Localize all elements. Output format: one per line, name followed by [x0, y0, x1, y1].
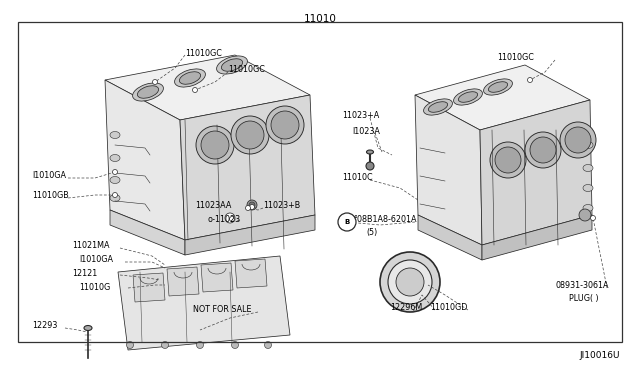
Ellipse shape [138, 86, 159, 98]
Polygon shape [105, 55, 310, 120]
Circle shape [366, 162, 374, 170]
Circle shape [127, 341, 134, 349]
Polygon shape [482, 215, 592, 260]
Text: (5): (5) [366, 228, 377, 237]
Circle shape [225, 213, 235, 223]
Ellipse shape [424, 99, 452, 115]
Polygon shape [201, 263, 233, 292]
Ellipse shape [110, 131, 120, 138]
Polygon shape [235, 259, 267, 288]
Text: 12293: 12293 [32, 321, 58, 330]
Circle shape [247, 200, 257, 210]
Polygon shape [180, 95, 315, 240]
Circle shape [230, 217, 234, 221]
Ellipse shape [271, 111, 299, 139]
Text: 11010GC: 11010GC [228, 65, 265, 74]
Text: I1010GA: I1010GA [79, 256, 113, 264]
Text: 11010GB: 11010GB [32, 190, 68, 199]
Ellipse shape [458, 92, 477, 102]
Bar [18, 22, 622, 342]
Circle shape [249, 202, 255, 208]
Text: 11010GC: 11010GC [497, 54, 534, 62]
Ellipse shape [110, 154, 120, 161]
Polygon shape [118, 256, 290, 350]
Text: 11010: 11010 [303, 14, 337, 24]
Ellipse shape [583, 205, 593, 212]
Text: °08B1A8-6201A: °08B1A8-6201A [353, 215, 417, 224]
Circle shape [246, 205, 250, 211]
Ellipse shape [583, 164, 593, 171]
Text: NOT FOR SALE: NOT FOR SALE [193, 305, 252, 314]
Circle shape [380, 252, 440, 312]
Circle shape [388, 260, 432, 304]
Text: 12296M: 12296M [390, 304, 422, 312]
Text: PLUG( ): PLUG( ) [569, 294, 598, 302]
Ellipse shape [110, 176, 120, 183]
Circle shape [161, 341, 168, 349]
Circle shape [113, 192, 118, 198]
Ellipse shape [490, 142, 526, 178]
Ellipse shape [175, 69, 205, 87]
Ellipse shape [367, 150, 374, 154]
Ellipse shape [221, 59, 243, 71]
Text: B: B [344, 219, 349, 225]
Ellipse shape [179, 72, 200, 84]
Ellipse shape [196, 126, 234, 164]
Text: I1010GA: I1010GA [32, 171, 66, 180]
Text: 12121: 12121 [72, 269, 97, 279]
Text: 11010G: 11010G [79, 283, 110, 292]
Circle shape [232, 341, 239, 349]
Text: 11010C: 11010C [342, 173, 372, 183]
Circle shape [338, 213, 356, 231]
Circle shape [250, 205, 255, 209]
Ellipse shape [583, 141, 593, 148]
Ellipse shape [530, 137, 556, 163]
Text: 11021MA: 11021MA [72, 241, 109, 250]
Circle shape [264, 341, 271, 349]
Ellipse shape [428, 102, 447, 112]
Polygon shape [415, 95, 482, 245]
Polygon shape [105, 80, 185, 240]
Ellipse shape [236, 121, 264, 149]
Text: 11023+B: 11023+B [263, 202, 300, 211]
Ellipse shape [216, 56, 248, 74]
Text: 11023+A: 11023+A [342, 112, 380, 121]
Text: 11010GD: 11010GD [430, 304, 467, 312]
Ellipse shape [495, 147, 521, 173]
Ellipse shape [84, 326, 92, 330]
Polygon shape [185, 215, 315, 255]
Circle shape [527, 77, 532, 83]
Text: 11010GC: 11010GC [185, 48, 222, 58]
Circle shape [193, 87, 198, 93]
Circle shape [396, 268, 424, 296]
Ellipse shape [231, 116, 269, 154]
Polygon shape [480, 100, 592, 245]
Ellipse shape [565, 127, 591, 153]
Polygon shape [167, 267, 199, 296]
Ellipse shape [560, 122, 596, 158]
Text: 11023AA: 11023AA [195, 202, 232, 211]
Ellipse shape [201, 131, 229, 159]
Circle shape [579, 209, 591, 221]
Text: o-11023: o-11023 [207, 215, 240, 224]
Ellipse shape [266, 106, 304, 144]
Ellipse shape [583, 185, 593, 192]
Text: 08931-3061A: 08931-3061A [556, 282, 609, 291]
Ellipse shape [110, 195, 120, 202]
Circle shape [196, 341, 204, 349]
Ellipse shape [454, 89, 483, 105]
Ellipse shape [525, 132, 561, 168]
Polygon shape [418, 215, 482, 260]
Ellipse shape [132, 83, 163, 101]
Circle shape [591, 215, 595, 221]
Polygon shape [110, 210, 185, 255]
Ellipse shape [484, 79, 513, 95]
Ellipse shape [488, 82, 508, 92]
Polygon shape [133, 273, 165, 302]
Circle shape [152, 80, 157, 84]
Circle shape [113, 170, 118, 174]
Text: I1023A: I1023A [352, 126, 380, 135]
Polygon shape [415, 65, 590, 130]
Text: JI10016U: JI10016U [579, 351, 620, 360]
